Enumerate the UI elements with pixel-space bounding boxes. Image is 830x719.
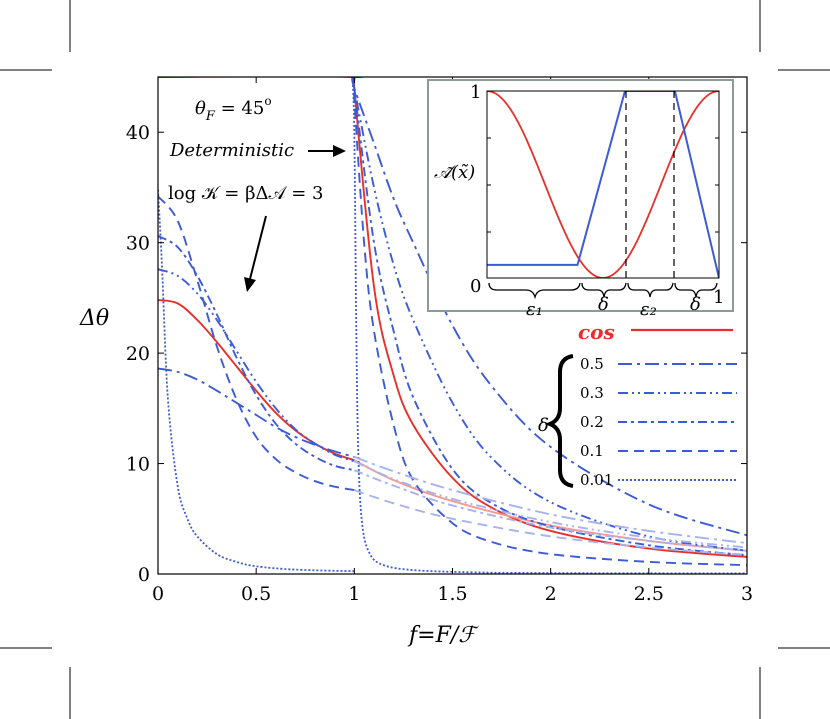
x-tick-label: 0.5	[241, 583, 271, 605]
y-tick-label: 40	[126, 122, 150, 144]
series-deterministic-0.5	[351, 77, 747, 537]
series-stochastic-cos-tail	[353, 459, 747, 552]
inset-segment-eps2: ε₂	[640, 299, 657, 320]
inset-segment-delta2: δ	[690, 294, 701, 315]
x-tick-label: 3	[741, 583, 753, 605]
x-tick-label: 1.5	[437, 583, 467, 605]
y-tick-label: 10	[126, 454, 150, 476]
legend: cos δ 0.5 0.3 0.2 0.1 0.01	[538, 320, 737, 489]
series-deterministic-0.01	[351, 77, 747, 574]
inset-segment-eps1: ε₁	[526, 299, 543, 320]
series-deterministic-cos	[158, 77, 747, 558]
log-k-label: log 𝒦 = βΔ𝒜 = 3	[168, 183, 324, 204]
inset-ticks	[487, 137, 719, 233]
x-tick-label: 2.5	[634, 583, 664, 605]
theta-annotation: θF = 45o	[195, 94, 272, 124]
series-stochastic-0.3-tail	[353, 460, 747, 549]
inset-y-top: 1	[470, 82, 481, 103]
inset-y-label: 𝒜̃(x̃)	[434, 162, 475, 183]
y-tick-label: 0	[138, 564, 150, 586]
inset-series-inset-delta	[487, 91, 719, 278]
deterministic-arrow	[308, 145, 346, 157]
series-stochastic-0.01	[158, 189, 355, 573]
series-stochastic-0.1	[158, 195, 355, 492]
deterministic-label: Deterministic	[169, 140, 294, 161]
x-axis-label: f=F/ℱ	[407, 623, 479, 648]
series-stochastic-0.5-tail	[353, 456, 747, 545]
inset-segment-delta1: δ	[598, 294, 609, 315]
theta-subscript: F	[205, 109, 216, 124]
y-tick-label: 30	[126, 233, 150, 255]
legend-entry-label: 0.5	[580, 355, 604, 373]
series-stochastic-0.2-tail	[353, 469, 747, 552]
series-deterministic-0.3	[351, 77, 747, 552]
theta-value: = 45	[215, 98, 264, 119]
inset-y-bottom: 0	[470, 276, 481, 297]
series-stochastic-0.3	[158, 268, 355, 463]
legend-entry-label: 0.01	[580, 471, 613, 489]
inset: 𝒜̃(x̃) 1 0 1 ε₁ δ ε₂ δ	[427, 79, 734, 320]
y-tick-label: 20	[126, 343, 150, 365]
legend-brace	[544, 354, 574, 488]
y-axis-label: Δθ	[79, 306, 109, 331]
inset-series-inset-cos	[487, 91, 719, 278]
legend-entries: 0.5 0.3 0.2 0.1 0.01	[580, 355, 737, 489]
legend-entry-label: 0.3	[580, 384, 604, 402]
legend-cos-label: cos	[578, 320, 615, 344]
inset-lines	[487, 91, 719, 278]
x-tick-label: 1	[348, 583, 360, 605]
inset-x-right: 1	[713, 287, 724, 308]
theta-degree: o	[264, 94, 271, 108]
log-k-arrow	[244, 215, 267, 292]
series-deterministic-0.1	[352, 77, 747, 567]
x-tick-label: 2	[545, 583, 557, 605]
legend-entry-label: 0.1	[580, 442, 604, 460]
theta-symbol: θ	[195, 98, 206, 119]
legend-entry-label: 0.2	[580, 413, 604, 431]
inset-braces	[488, 282, 718, 300]
series-stochastic-0.2	[158, 235, 355, 472]
x-tick-label: 0	[152, 583, 164, 605]
series-deterministic-0.2	[351, 77, 747, 557]
series-stochastic-0.1-tail	[353, 489, 747, 557]
legend-delta-symbol: δ	[538, 415, 549, 436]
series-stochastic-0.5	[158, 367, 355, 458]
main-plot-lines	[158, 77, 747, 574]
